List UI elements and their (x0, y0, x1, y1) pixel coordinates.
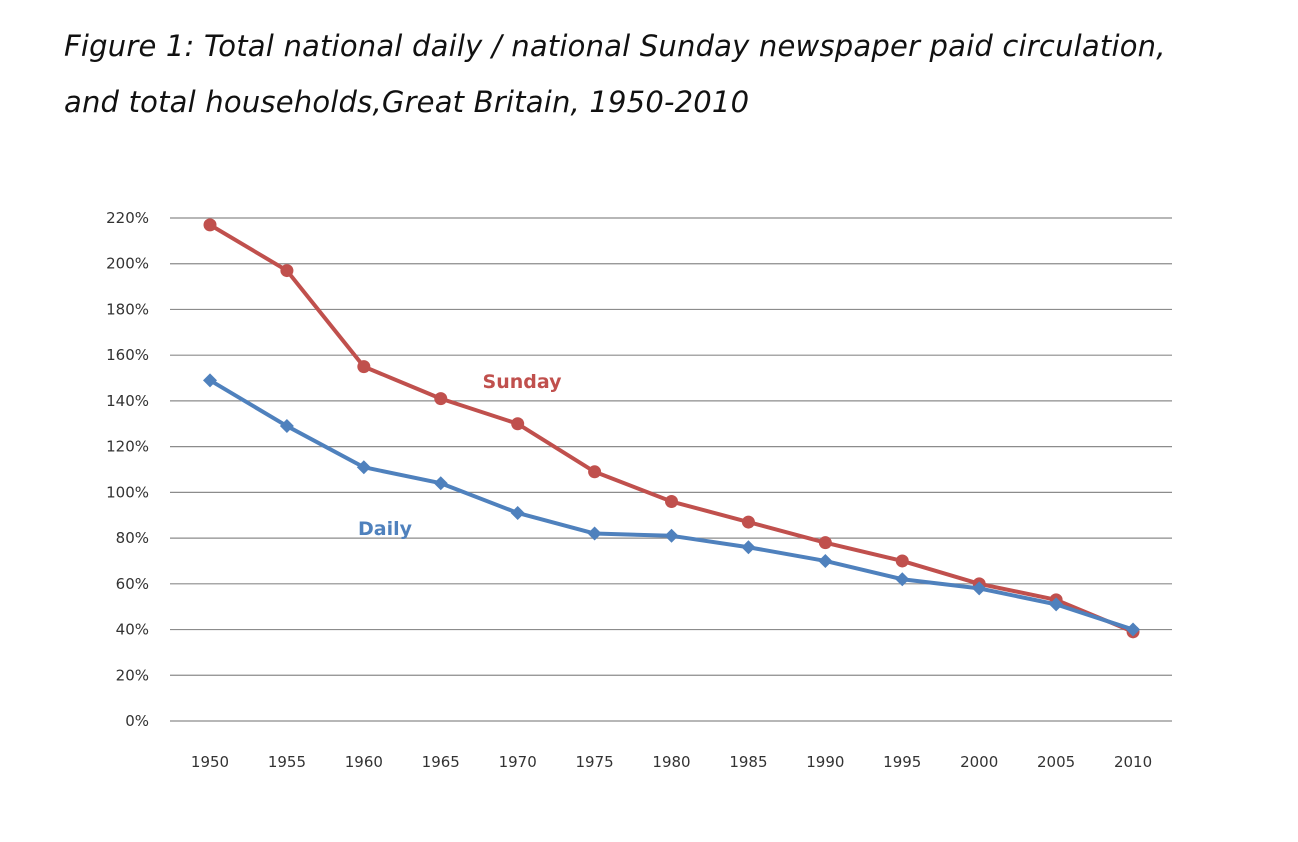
figure-title-line2: and total households,Great Britain, 1950… (64, 85, 750, 119)
data-point-sunday-1995 (895, 554, 909, 568)
x-tick-label-1995: 1995 (883, 753, 921, 771)
series-line-sunday (208, 222, 1136, 634)
data-point-sunday-1975 (588, 465, 602, 479)
data-point-daily-1950 (203, 373, 217, 388)
series-labels: Sunday Daily (358, 371, 562, 540)
data-point-daily-1990 (818, 553, 833, 568)
y-tick-label-120: 120% (106, 438, 149, 456)
data-point-daily-1995 (895, 572, 910, 587)
x-tick-label-1990: 1990 (806, 753, 844, 771)
data-point-daily-1980 (664, 528, 679, 543)
figure-title: Figure 1: Total national daily / nationa… (64, 18, 1264, 130)
series-label-sunday: Sunday (483, 371, 563, 393)
y-tick-label-180: 180% (106, 300, 149, 318)
series-sunday (203, 218, 1140, 639)
figure-title-line1: Figure 1: Total national daily / nationa… (64, 29, 1166, 63)
data-point-sunday-1955 (280, 264, 294, 278)
y-tick-label-60: 60% (116, 575, 149, 593)
x-tick-label-1955: 1955 (268, 753, 306, 771)
data-point-sunday-1950 (203, 218, 217, 232)
data-point-daily-2010 (1126, 622, 1141, 637)
y-axis-tick-labels: 0% 20% 40% 60% 80% 100% 120% 140% 160% 180% 200% 22… (106, 209, 149, 730)
x-axis-tick-labels: 1950 1955 1960 1965 1970 1975 1980 1985 1990 1995… (191, 753, 1152, 771)
data-point-sunday-1980 (665, 495, 679, 509)
x-tick-label-1975: 1975 (576, 753, 614, 771)
y-tick-label-200: 200% (106, 255, 149, 273)
chart-gridlines (170, 217, 1172, 722)
data-point-daily-1955 (279, 419, 294, 434)
data-point-sunday-1985 (741, 515, 755, 529)
data-point-daily-2005 (1049, 597, 1064, 612)
data-point-daily-1975 (587, 526, 602, 541)
data-point-daily-1970 (510, 505, 525, 520)
x-tick-label-1950: 1950 (191, 753, 229, 771)
data-point-sunday-1970 (511, 417, 525, 431)
series-daily (203, 373, 1141, 637)
y-tick-label-0: 0% (125, 712, 149, 730)
y-tick-label-20: 20% (116, 666, 149, 684)
y-tick-label-140: 140% (106, 392, 149, 410)
series-label-daily: Daily (358, 518, 413, 540)
data-point-sunday-1960 (357, 360, 371, 374)
x-tick-label-2010: 2010 (1114, 753, 1152, 771)
x-tick-label-1985: 1985 (729, 753, 767, 771)
x-tick-label-1980: 1980 (652, 753, 690, 771)
data-point-daily-1985 (741, 540, 756, 555)
x-tick-label-2005: 2005 (1037, 753, 1075, 771)
y-tick-label-160: 160% (106, 346, 149, 364)
y-tick-label-40: 40% (116, 621, 149, 639)
data-point-daily-1965 (433, 476, 448, 491)
y-tick-label-100: 100% (106, 483, 149, 501)
data-point-daily-1960 (356, 460, 371, 475)
chart-series (203, 218, 1141, 639)
y-tick-label-80: 80% (116, 529, 149, 547)
x-tick-label-2000: 2000 (960, 753, 998, 771)
y-tick-label-220: 220% (106, 209, 149, 227)
x-tick-label-1960: 1960 (345, 753, 383, 771)
data-point-sunday-1990 (818, 536, 832, 550)
data-point-sunday-1965 (434, 392, 448, 406)
x-tick-label-1970: 1970 (499, 753, 537, 771)
x-tick-label-1965: 1965 (422, 753, 460, 771)
data-point-daily-2000 (972, 581, 987, 596)
